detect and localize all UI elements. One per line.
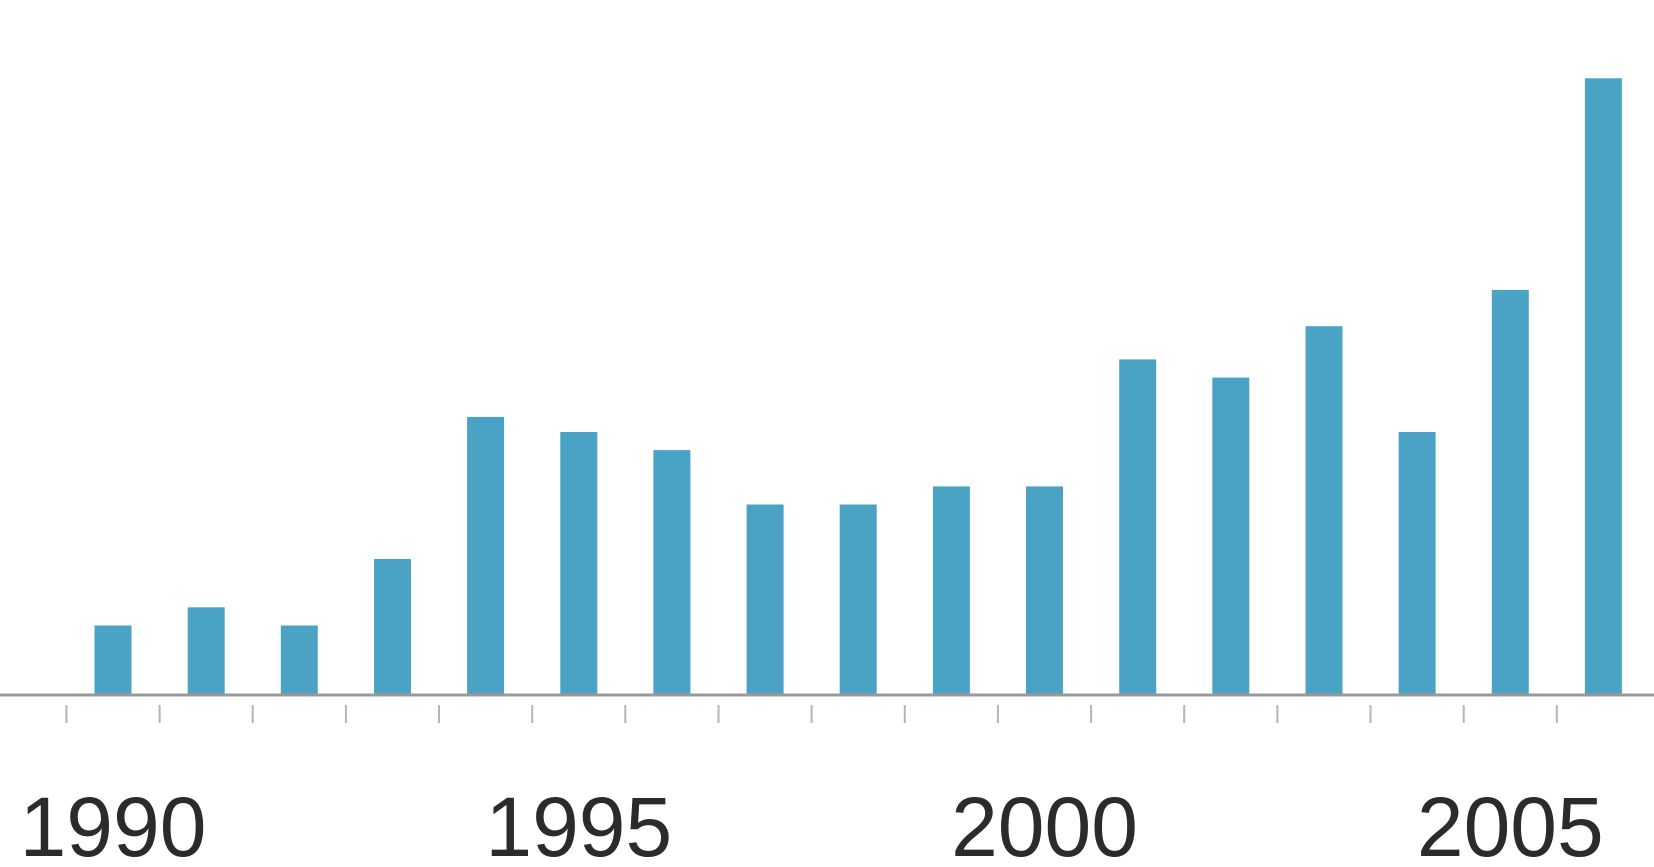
bar-2002 [1212, 377, 1250, 695]
bar-2003 [1305, 326, 1343, 695]
bar-1990 [94, 625, 132, 695]
bar-1995 [560, 432, 598, 695]
bar-1992 [280, 625, 318, 695]
bar-1997 [746, 504, 784, 695]
x-tick-label-2000: 2000 [951, 780, 1138, 867]
bars-group [94, 78, 1622, 696]
bar-1994 [467, 416, 505, 695]
bar-1998 [839, 504, 877, 695]
tick-labels-group: 1990 1995 2000 2005 [20, 780, 1604, 867]
bar-2005 [1491, 289, 1529, 695]
bar-2001 [1119, 359, 1157, 695]
bar-1993 [374, 559, 411, 695]
tick-marks-group [65, 705, 1558, 723]
x-tick-label-2005: 2005 [1417, 780, 1604, 867]
bar-2000 [1026, 486, 1063, 695]
x-tick-label-1990: 1990 [20, 780, 207, 867]
bar-1991 [187, 607, 225, 695]
bar-1999 [932, 486, 970, 695]
bar-2004 [1398, 432, 1436, 695]
bar-1996 [653, 450, 691, 695]
x-tick-label-1995: 1995 [485, 780, 672, 867]
bar-2006 [1584, 78, 1622, 696]
